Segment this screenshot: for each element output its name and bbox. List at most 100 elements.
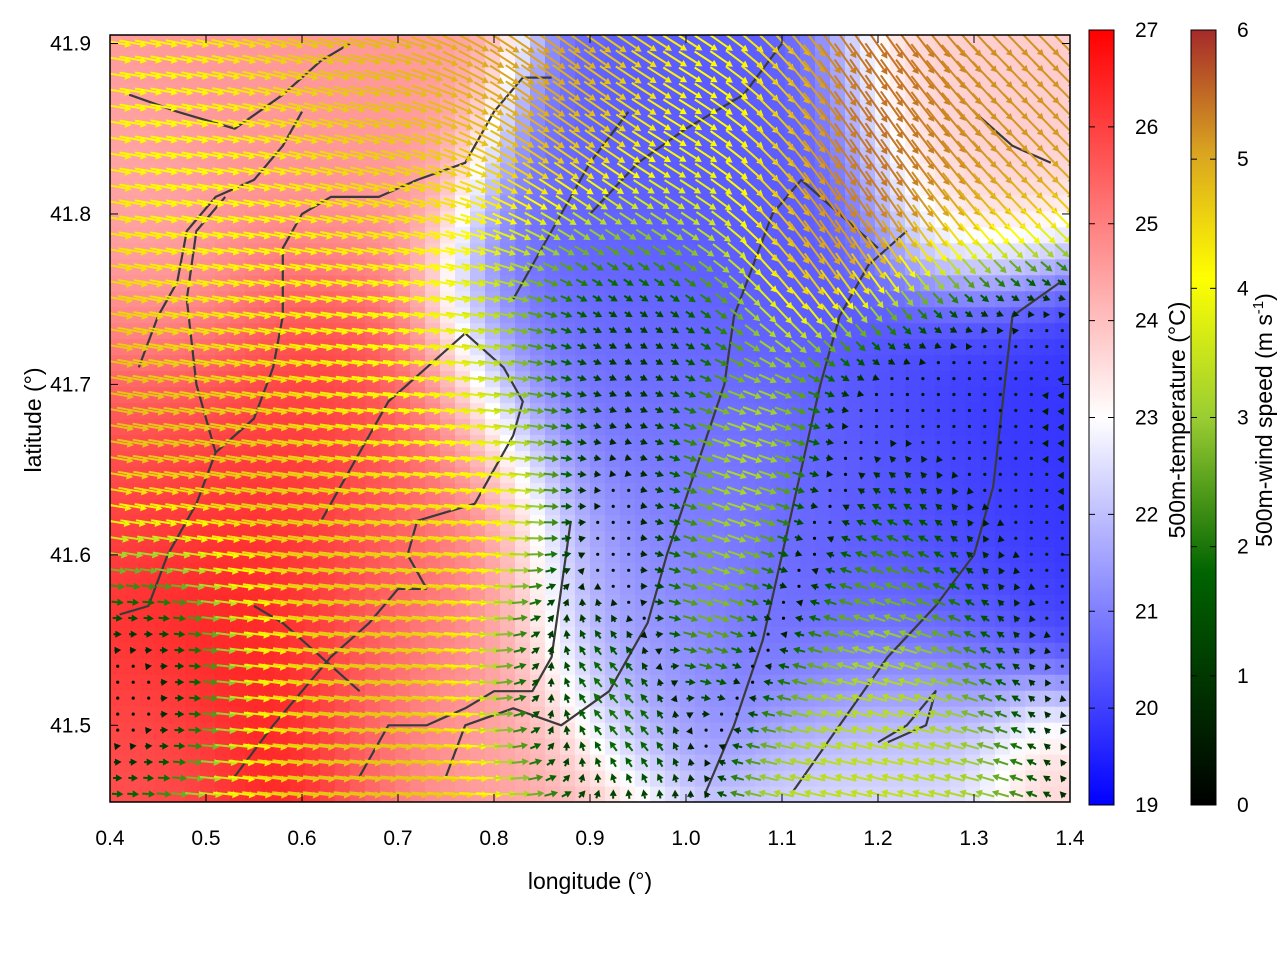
- temperature-cell: [1010, 418, 1026, 436]
- plot-area: [110, 35, 1070, 802]
- wind-arrow-shaft: [202, 632, 213, 636]
- temperature-cell: [980, 418, 996, 436]
- temperature-cell: [995, 642, 1011, 659]
- temperature-cell: [980, 386, 996, 404]
- wind-arrow-shaft: [202, 664, 212, 668]
- temperature-cell: [665, 338, 681, 356]
- temperature-cell: [1010, 514, 1026, 531]
- temperature-cell: [695, 258, 711, 276]
- wind-arrow-shaft: [125, 584, 135, 588]
- wind-arrow-shaft: [202, 648, 213, 652]
- temperature-cell: [815, 514, 831, 531]
- wind-calm-dot: [131, 728, 135, 732]
- temperature-cell: [980, 434, 996, 452]
- temperature-cell: [1010, 434, 1026, 452]
- temperature-cell: [995, 35, 1011, 52]
- temperature-cell: [680, 722, 696, 739]
- wind-arrow-shaft: [188, 632, 196, 636]
- temperature-cell: [965, 466, 981, 484]
- temperature-cell: [965, 498, 981, 515]
- temperature-cell: [1010, 498, 1026, 515]
- temperature-cell: [680, 738, 696, 755]
- wind-arrow-shaft: [184, 792, 199, 796]
- wind-arrow-shaft: [157, 600, 165, 604]
- wind-arrow-shaft: [188, 648, 196, 652]
- wind-arrow-shaft: [202, 696, 212, 700]
- wind-arrow-shaft: [171, 792, 182, 796]
- temperature-cell: [1010, 338, 1026, 356]
- temperature-cell: [710, 722, 726, 739]
- wind-calm-dot: [131, 696, 135, 700]
- temperature-cell: [1010, 370, 1026, 388]
- wind-arrow-shaft: [142, 600, 149, 604]
- temperature-cell: [710, 706, 726, 723]
- temperature-cell: [965, 450, 981, 468]
- temperature-cell: [965, 402, 981, 420]
- temperature-cell: [995, 626, 1011, 643]
- temperature-cell: [845, 322, 861, 340]
- temperature-cell: [965, 370, 981, 388]
- temperature-cell: [995, 258, 1011, 276]
- temperature-cell: [1010, 530, 1026, 547]
- temperature-cell: [980, 578, 996, 595]
- temperature-cell: [965, 482, 981, 499]
- temperature-cell: [995, 418, 1011, 436]
- temperature-cell: [845, 466, 861, 484]
- wind-arrow-shaft: [173, 616, 180, 620]
- wind-arrow-shaft: [203, 680, 212, 684]
- temperature-cell: [1010, 35, 1026, 52]
- temperature-cell: [845, 482, 861, 499]
- temperature-cell: [1010, 482, 1026, 499]
- wind-calm-dot: [116, 680, 120, 684]
- temperature-cell: [665, 306, 681, 324]
- temperature-cell: [845, 434, 861, 452]
- temperature-cell: [665, 706, 681, 723]
- wind-arrow-shaft: [110, 584, 119, 588]
- temperature-cell: [635, 274, 651, 292]
- temperature-cell: [680, 786, 696, 802]
- wind-arrow-shaft: [201, 744, 214, 748]
- temperature-cell: [965, 354, 981, 372]
- wind-arrow-shaft: [156, 792, 166, 796]
- temperature-cell: [1010, 386, 1026, 404]
- temperature-cell: [995, 466, 1011, 484]
- wind-calm-dot: [116, 728, 120, 732]
- temperature-cell: [1010, 258, 1026, 276]
- temperature-cell: [665, 354, 681, 372]
- wind-calm-dot: [116, 664, 120, 668]
- wind-arrow-shaft: [172, 776, 181, 780]
- wind-arrow-shaft: [127, 600, 133, 604]
- temperature-cell: [695, 738, 711, 755]
- temperature-cell: [980, 450, 996, 468]
- wind-calm-dot: [147, 696, 151, 700]
- wind-arrow-shaft: [216, 696, 230, 700]
- wind-calm-dot: [116, 696, 120, 700]
- wind-arrow-shaft: [202, 728, 213, 732]
- temperature-cell: [1010, 450, 1026, 468]
- temperature-cell: [980, 370, 996, 388]
- wind-arrow-shaft: [173, 760, 180, 764]
- temperature-cell: [830, 482, 846, 499]
- wind-arrow-shaft: [202, 712, 213, 716]
- wind-arrow-shaft: [172, 600, 181, 604]
- wind-arrow-shaft: [216, 680, 230, 684]
- temperature-cell: [995, 370, 1011, 388]
- temperature-cell: [965, 418, 981, 436]
- temperature-cell: [965, 290, 981, 308]
- wind-calm-dot: [131, 680, 135, 684]
- temperature-cell: [650, 290, 666, 308]
- wind-calm-dot: [131, 712, 135, 716]
- temperature-cell: [995, 514, 1011, 531]
- temperature-cell: [980, 594, 996, 611]
- temperature-cell: [995, 498, 1011, 515]
- temperature-cell: [965, 434, 981, 452]
- temperature-cell: [1010, 466, 1026, 484]
- temperature-cell: [695, 722, 711, 739]
- temperature-cell: [1010, 402, 1026, 420]
- wind-calm-dot: [147, 712, 151, 716]
- temperature-cell: [830, 498, 846, 515]
- temperature-cell: [680, 242, 696, 260]
- temperature-cell: [980, 35, 996, 52]
- wind-arrow-shaft: [200, 760, 214, 764]
